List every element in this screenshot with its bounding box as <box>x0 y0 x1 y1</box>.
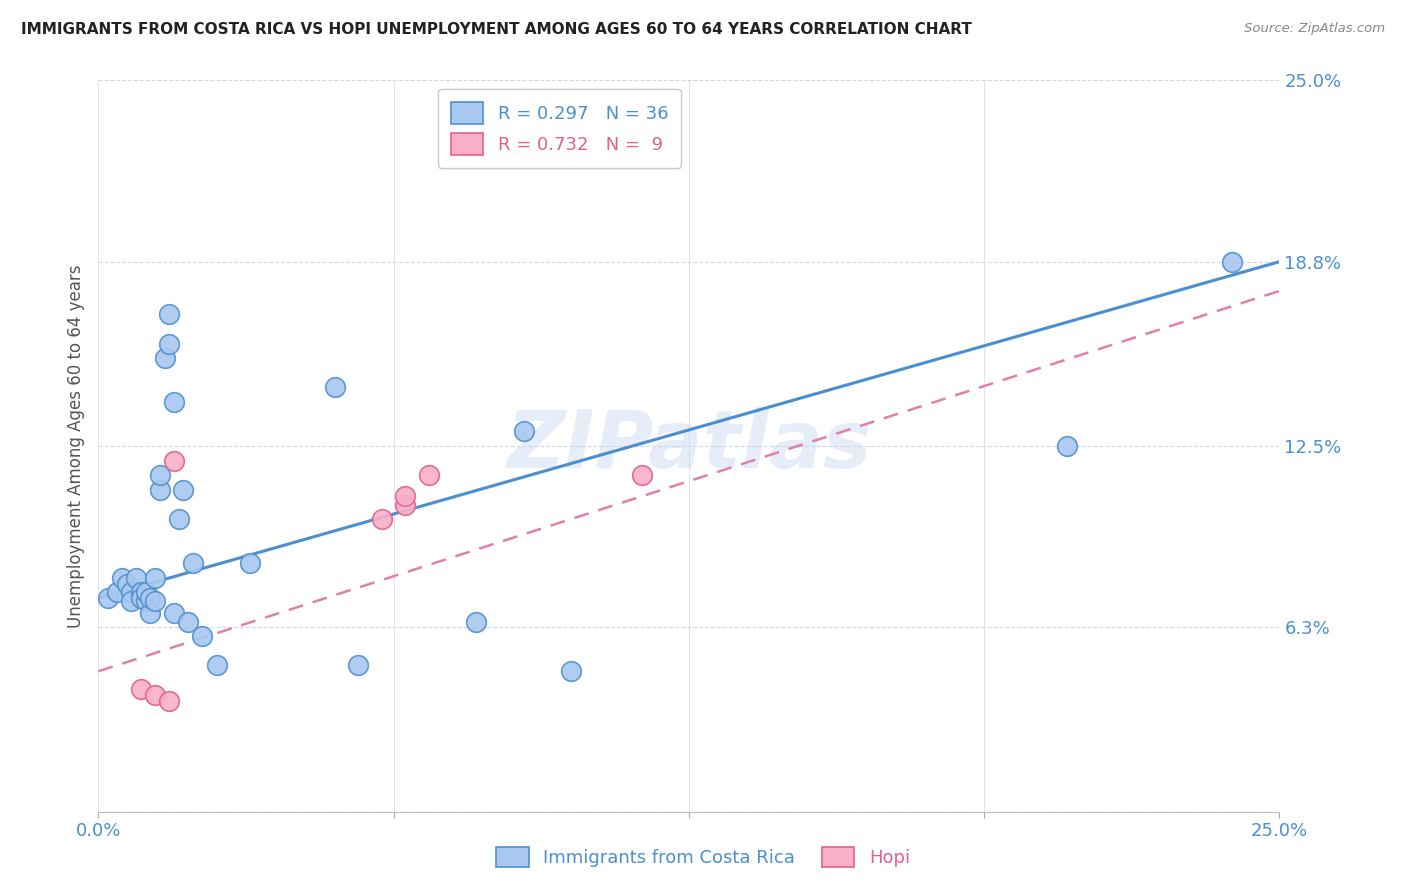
Point <box>163 453 186 467</box>
Y-axis label: Unemployment Among Ages 60 to 64 years: Unemployment Among Ages 60 to 64 years <box>66 264 84 628</box>
Point <box>465 615 488 629</box>
Legend: Immigrants from Costa Rica, Hopi: Immigrants from Costa Rica, Hopi <box>489 839 917 874</box>
Point <box>139 606 162 620</box>
Point <box>191 629 214 643</box>
Point <box>125 571 148 585</box>
Point <box>172 483 194 497</box>
Point <box>394 498 416 512</box>
Point <box>157 307 180 321</box>
Point <box>139 591 162 606</box>
Point <box>181 556 204 570</box>
Text: Source: ZipAtlas.com: Source: ZipAtlas.com <box>1244 22 1385 36</box>
Point <box>129 585 152 599</box>
Point <box>143 688 166 702</box>
Text: IMMIGRANTS FROM COSTA RICA VS HOPI UNEMPLOYMENT AMONG AGES 60 TO 64 YEARS CORREL: IMMIGRANTS FROM COSTA RICA VS HOPI UNEMP… <box>21 22 972 37</box>
Point <box>135 594 157 608</box>
Point <box>105 585 128 599</box>
Point <box>205 658 228 673</box>
Text: ZIPatlas: ZIPatlas <box>506 407 872 485</box>
Point <box>630 468 652 483</box>
Point <box>163 606 186 620</box>
Point <box>129 591 152 606</box>
Point <box>177 615 200 629</box>
Point <box>149 468 172 483</box>
Point <box>560 665 582 679</box>
Point <box>97 591 120 606</box>
Point <box>143 571 166 585</box>
Point <box>347 658 370 673</box>
Point <box>153 351 176 366</box>
Point <box>323 380 346 394</box>
Point <box>121 594 143 608</box>
Point <box>115 576 138 591</box>
Point <box>111 571 134 585</box>
Point <box>121 585 143 599</box>
Point <box>371 512 394 526</box>
Point <box>1056 439 1078 453</box>
Point <box>1220 254 1243 268</box>
Point <box>512 425 534 439</box>
Point <box>129 681 152 696</box>
Point <box>157 693 180 707</box>
Point <box>135 585 157 599</box>
Point <box>149 483 172 497</box>
Point <box>167 512 190 526</box>
Point <box>163 395 186 409</box>
Point <box>418 468 440 483</box>
Point <box>239 556 262 570</box>
Point <box>143 594 166 608</box>
Legend: R = 0.297   N = 36, R = 0.732   N =  9: R = 0.297 N = 36, R = 0.732 N = 9 <box>439 89 681 168</box>
Point <box>157 336 180 351</box>
Point <box>394 489 416 503</box>
